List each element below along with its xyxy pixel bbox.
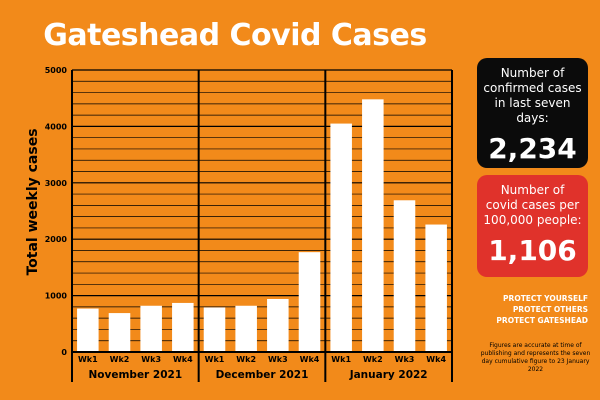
bar [330, 123, 352, 352]
group-label: January 2022 [349, 369, 428, 381]
x-tick-label: Wk1 [78, 355, 98, 364]
x-tick-label: Wk3 [141, 355, 161, 364]
bar [425, 224, 447, 352]
y-tick-label: 5000 [45, 66, 68, 75]
confirmed-cases-box: Number of confirmed cases in last seven … [477, 58, 588, 168]
y-tick-label: 2000 [45, 235, 68, 244]
bar [77, 308, 99, 352]
y-tick-label: 3000 [45, 179, 68, 188]
protect-message: PROTECT YOURSELF PROTECT OTHERS PROTECT … [470, 293, 588, 326]
group-label: December 2021 [216, 369, 309, 381]
bar-chart: 0 1000 2000 3000 4000 5000 Wk1 Wk2 Wk3 Wk4 Novembe… [45, 66, 453, 382]
bar [267, 298, 289, 352]
x-tick-label: Wk2 [363, 355, 383, 364]
confirmed-cases-value: 2,234 [488, 132, 577, 165]
y-tick-label: 4000 [45, 122, 68, 131]
x-tick-label: Wk3 [268, 355, 288, 364]
protect-line: PROTECT GATESHEAD [496, 316, 588, 325]
protect-line: PROTECT OTHERS [512, 305, 588, 314]
case-rate-box: Number of covid cases per 100,000 people… [477, 175, 588, 277]
bar [203, 307, 226, 352]
x-tick-label: Wk2 [110, 355, 130, 364]
bar [108, 313, 131, 352]
footnote: Figures are accurate at time of publishi… [480, 342, 591, 373]
x-tick-label: Wk4 [300, 355, 320, 364]
x-tick-label: Wk1 [205, 355, 225, 364]
y-tick-label: 1000 [45, 292, 68, 301]
bar [172, 302, 194, 352]
bar [140, 305, 162, 352]
x-tick-label: Wk2 [236, 355, 256, 364]
page-title: Gateshead Covid Cases [43, 18, 427, 53]
case-rate-label: Number of covid cases per 100,000 people… [483, 183, 582, 227]
case-rate-value: 1,106 [488, 234, 577, 267]
bar [298, 252, 321, 352]
x-tick-label: Wk3 [395, 355, 415, 364]
x-tick-label: Wk4 [173, 355, 193, 364]
x-tick-label: Wk4 [426, 355, 446, 364]
bar [235, 305, 257, 352]
protect-line: PROTECT YOURSELF [503, 294, 588, 303]
confirmed-cases-label: Number of confirmed cases in last seven … [483, 66, 582, 125]
group-label: November 2021 [89, 369, 183, 381]
bar [362, 99, 384, 352]
bar [393, 200, 416, 352]
x-tick-label: Wk1 [331, 355, 351, 364]
y-tick-label: 0 [61, 348, 67, 357]
